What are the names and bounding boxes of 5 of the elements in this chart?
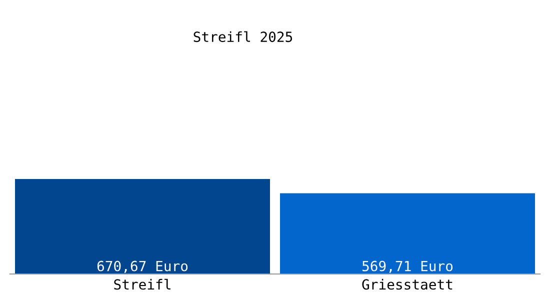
- x-tick-label: Streifl: [114, 278, 170, 290]
- x-tick-label: Griesstaett: [362, 278, 452, 290]
- data-label: 569,71 Euro: [362, 260, 453, 274]
- chart-title: Streifl 2025: [194, 31, 292, 42]
- data-label: 670,67 Euro: [97, 260, 188, 274]
